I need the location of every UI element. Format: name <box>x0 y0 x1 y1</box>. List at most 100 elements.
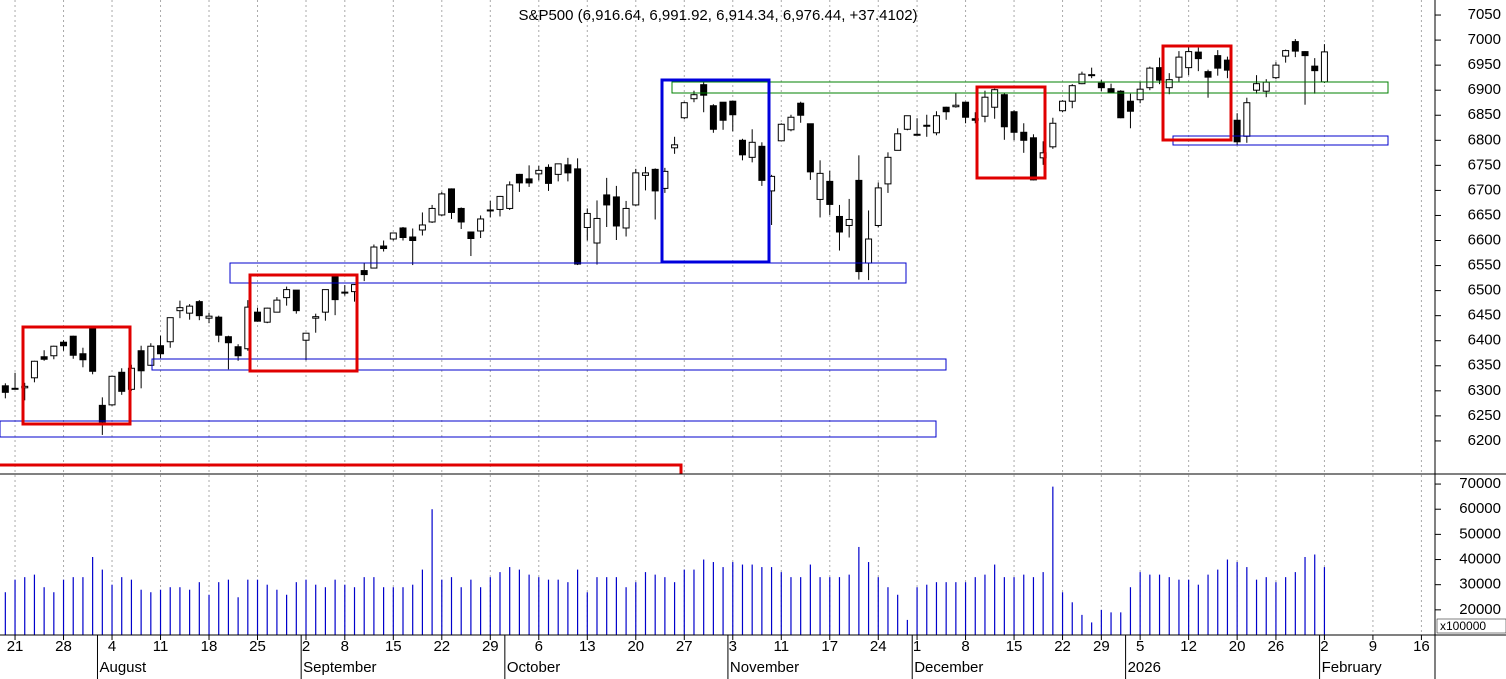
candle-body <box>360 270 368 276</box>
candle-body <box>157 345 165 355</box>
month-label: 2026 <box>1128 659 1161 676</box>
candle-body <box>515 173 523 184</box>
annotations <box>0 44 1389 474</box>
x-tick-label: 15 <box>1006 638 1023 655</box>
candle-body <box>797 102 805 116</box>
candle-body <box>496 195 504 210</box>
candle-body <box>894 133 902 151</box>
candle-body <box>166 317 174 343</box>
x-tick-label: 1 <box>913 638 921 655</box>
candle-body <box>477 218 485 232</box>
candle-body <box>583 212 591 228</box>
candle-body <box>1262 81 1270 92</box>
candle-body <box>806 123 814 173</box>
y2-tick-label: 50000 <box>1459 525 1501 542</box>
candle-body <box>554 163 562 175</box>
marks <box>1 39 1328 635</box>
red-line <box>0 463 683 474</box>
candle-body <box>1272 64 1280 79</box>
candle-body <box>700 84 708 96</box>
candle-body <box>1029 137 1037 181</box>
y-tick-label: 6850 <box>1468 106 1501 123</box>
x-tick-label: 13 <box>579 638 596 655</box>
candle-body <box>263 307 271 323</box>
y2-tick-label: 70000 <box>1459 475 1501 492</box>
month-label: November <box>730 659 799 676</box>
month-label: October <box>507 659 560 676</box>
candle-body <box>418 224 426 231</box>
candle-body <box>962 101 970 118</box>
x-tick-label: 4 <box>108 638 116 655</box>
candle-body <box>98 404 106 423</box>
candle-body <box>1 385 9 393</box>
y-tick-label: 6750 <box>1468 156 1501 173</box>
x-tick-label: 18 <box>201 638 218 655</box>
red-box <box>248 273 359 373</box>
x-tick-label: 27 <box>676 638 693 655</box>
x-tick-label: 11 <box>153 638 169 655</box>
candle-body <box>292 289 300 312</box>
candle-body <box>1097 82 1105 89</box>
candle-body <box>923 124 931 127</box>
candle-body <box>525 178 533 184</box>
support-box <box>151 358 947 371</box>
candle-body <box>748 141 756 158</box>
red-box <box>975 85 1047 180</box>
x-tick-label: 8 <box>341 638 349 655</box>
red-box <box>1161 44 1233 142</box>
x-tick-label: 3 <box>729 638 737 655</box>
candle-body <box>283 289 291 299</box>
candle-body <box>651 168 659 192</box>
y2-tick-label: 60000 <box>1459 500 1501 517</box>
candle-body <box>1282 50 1290 57</box>
candle-body <box>118 371 126 392</box>
candle-body <box>1000 94 1008 128</box>
volume-unit: x100000 <box>1440 619 1486 633</box>
candle-body <box>1146 67 1154 89</box>
x-tick-label: 26 <box>1268 638 1285 655</box>
candle-body <box>447 188 455 213</box>
candle-body <box>1117 90 1125 119</box>
blue-box <box>660 78 771 264</box>
x-tick-label: 21 <box>7 638 24 655</box>
y-tick-label: 7000 <box>1468 31 1501 48</box>
candle-body <box>60 341 68 347</box>
candle-body <box>603 194 611 206</box>
candle-body <box>622 207 630 229</box>
candle-body <box>1165 79 1173 89</box>
candle-body <box>1010 111 1018 133</box>
y2-tick-label: 40000 <box>1459 550 1501 567</box>
x-tick-label: 17 <box>821 638 838 655</box>
candle-body <box>942 106 950 113</box>
candle-body <box>738 139 746 156</box>
support-box <box>229 262 907 284</box>
candle-body <box>428 207 436 223</box>
x-tick-label: 8 <box>961 638 969 655</box>
month-label: December <box>914 659 983 676</box>
candle-body <box>273 299 281 313</box>
candle-body <box>758 145 766 181</box>
candle-body <box>341 291 349 294</box>
y2-tick-label: 20000 <box>1459 601 1501 618</box>
candle-body <box>884 156 892 185</box>
candle-body <box>389 232 397 240</box>
candle-body <box>1301 51 1309 57</box>
candle-body <box>1194 51 1202 60</box>
y-tick-label: 6300 <box>1468 382 1501 399</box>
candle-body <box>147 345 155 366</box>
y-tick-label: 6600 <box>1468 231 1501 248</box>
x-tick-label: 2 <box>1320 638 1328 655</box>
candle-body <box>593 217 601 244</box>
y-tick-label: 6900 <box>1468 81 1501 98</box>
candle-body <box>195 301 203 317</box>
candle-body <box>826 180 834 205</box>
candle-body <box>79 353 87 361</box>
month-label: September <box>303 659 376 676</box>
candle-body <box>777 123 785 142</box>
candle-body <box>40 356 48 360</box>
y2-tick-label: 30000 <box>1459 576 1501 593</box>
x-tick-label: 24 <box>870 638 887 655</box>
x-tick-label: 29 <box>482 638 499 655</box>
candle-body <box>903 115 911 130</box>
